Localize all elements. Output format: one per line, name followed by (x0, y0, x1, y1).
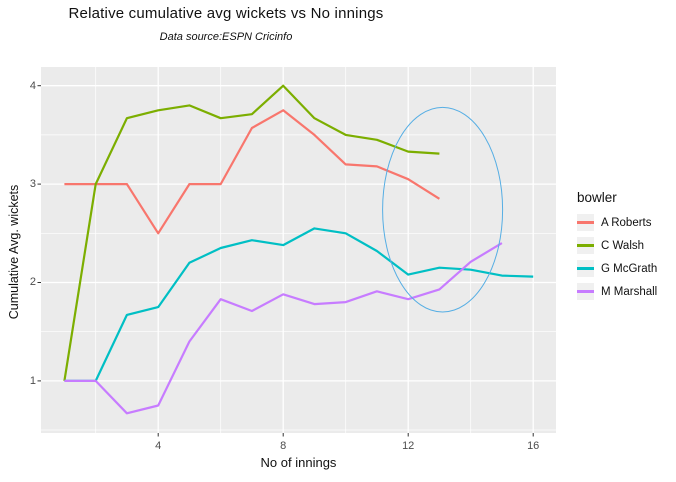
series-line-a-roberts (64, 109, 440, 235)
legend-key-line (577, 267, 594, 270)
chart-title: Relative cumulative avg wickets vs No in… (68, 5, 384, 22)
plot-svg (37, 67, 556, 437)
legend-key-line (577, 244, 594, 247)
legend-entry-a-roberts: A Roberts (577, 214, 657, 231)
legend-entry-c-walsh: C Walsh (577, 237, 657, 254)
legend-entries: A Roberts C Walsh G McGrath M Marshall (577, 214, 657, 300)
legend-label: M Marshall (601, 285, 658, 298)
legend: bowler A Roberts C Walsh G McGrath M Marsha… (577, 190, 657, 306)
chart-subtitle: Data source:ESPN Cricinfo (159, 31, 293, 43)
x-tick-label: 8 (280, 440, 287, 452)
series-line-c-walsh (63, 84, 440, 382)
x-tick-label: 12 (402, 440, 415, 452)
legend-label: G McGrath (601, 262, 658, 275)
series-line-g-mcgrath (64, 227, 534, 382)
y-axis-title: Cumulative Avg. wickets (7, 184, 21, 320)
annotation-ellipse (382, 106, 504, 313)
x-tick-label: 16 (527, 440, 540, 452)
y-tick-label: 4 (29, 79, 36, 92)
legend-key-swatch (577, 214, 594, 231)
legend-title: bowler (577, 190, 617, 205)
legend-key-swatch (577, 237, 594, 254)
chart-header: Relative cumulative avg wickets vs No in… (0, 5, 452, 43)
y-tick-label: 3 (29, 178, 36, 191)
legend-key-line (577, 290, 594, 293)
y-tick-label: 2 (29, 276, 36, 289)
legend-entry-m-marshall: M Marshall (577, 283, 657, 300)
legend-key-swatch (577, 283, 594, 300)
x-tick-label: 4 (155, 440, 162, 452)
series-line-m-marshall (64, 242, 503, 415)
legend-entry-g-mcgrath: G McGrath (577, 260, 657, 277)
x-axis-title: No of innings (260, 455, 337, 470)
y-tick-label: 1 (29, 374, 36, 387)
legend-key-line (577, 221, 594, 224)
legend-label: C Walsh (601, 239, 645, 252)
legend-label: A Roberts (601, 216, 652, 229)
legend-key-swatch (577, 260, 594, 277)
plot-panel (37, 67, 556, 437)
